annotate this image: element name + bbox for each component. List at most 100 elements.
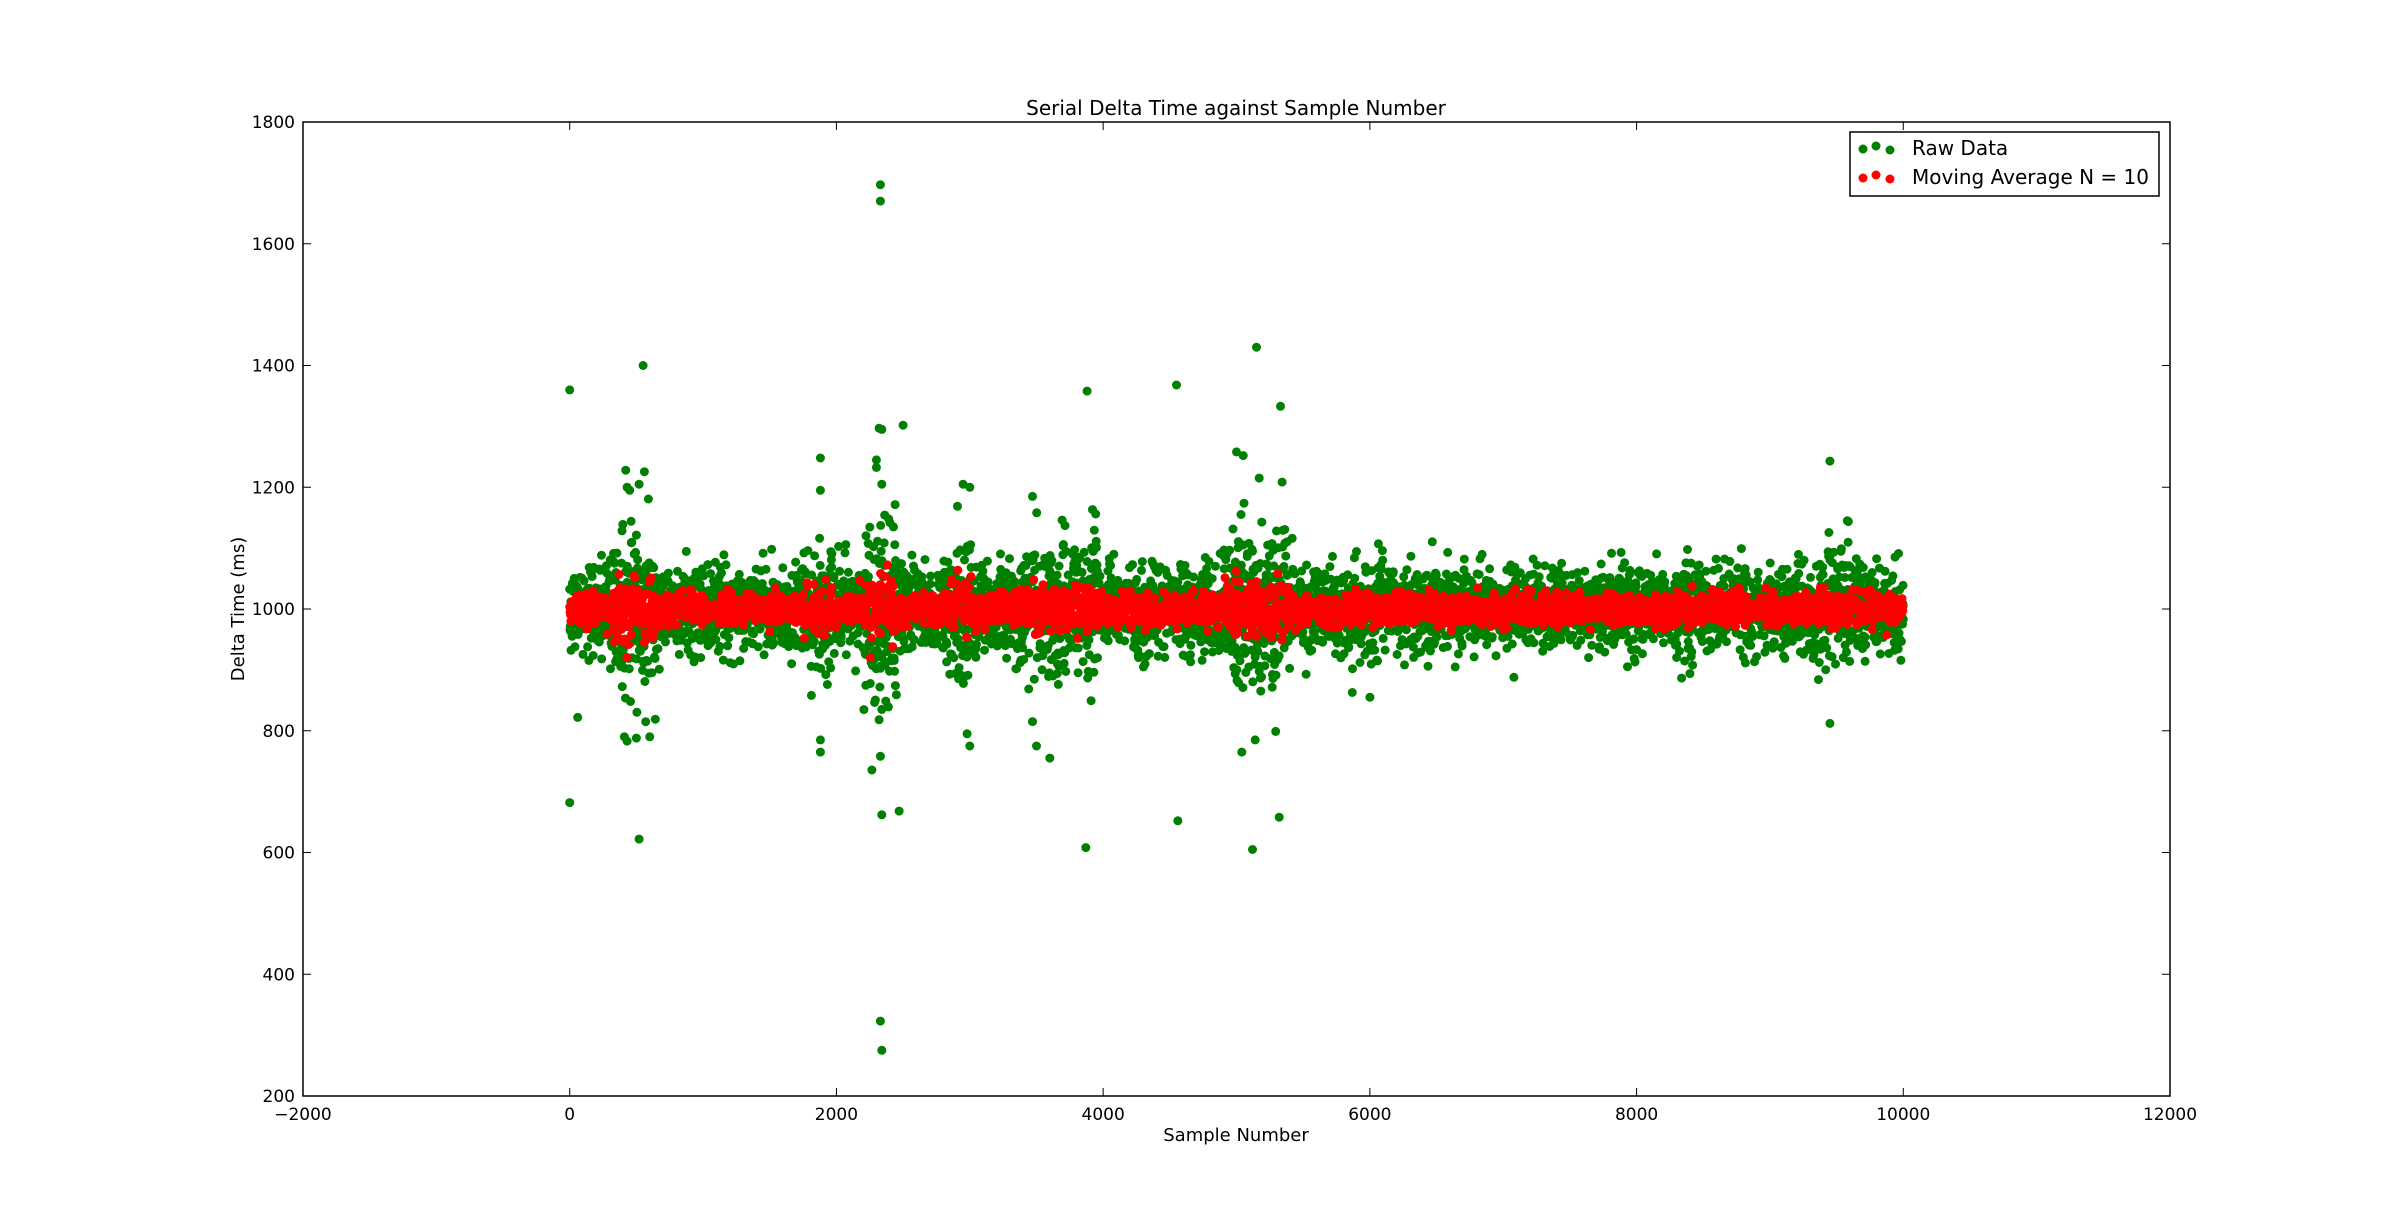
raw-data-point bbox=[1024, 684, 1034, 694]
raw-data-point bbox=[624, 664, 634, 674]
raw-data-point bbox=[961, 645, 971, 655]
raw-data-point bbox=[983, 577, 993, 587]
raw-data-point bbox=[1556, 635, 1566, 645]
raw-data-point bbox=[1032, 508, 1042, 518]
raw-data-point bbox=[1845, 656, 1855, 666]
raw-data-point bbox=[1350, 573, 1360, 583]
raw-data-point bbox=[663, 568, 673, 578]
raw-data-point bbox=[1144, 649, 1154, 659]
raw-data-point bbox=[778, 563, 788, 573]
raw-data-point bbox=[1843, 537, 1853, 547]
raw-data-point bbox=[1355, 658, 1365, 667]
raw-data-point bbox=[699, 571, 709, 581]
raw-data-point bbox=[1860, 656, 1870, 666]
raw-data-point bbox=[1538, 646, 1548, 656]
raw-data-point bbox=[943, 557, 953, 567]
raw-data-point bbox=[1736, 544, 1746, 554]
raw-data-point bbox=[578, 649, 588, 659]
raw-data-point bbox=[1253, 646, 1263, 656]
raw-data-point bbox=[627, 537, 637, 547]
raw-data-point bbox=[735, 656, 745, 666]
raw-data-point bbox=[841, 540, 851, 550]
raw-data-point bbox=[841, 650, 851, 660]
raw-data-point bbox=[1236, 510, 1246, 519]
raw-data-point bbox=[759, 650, 769, 660]
raw-data-point bbox=[1005, 554, 1014, 564]
raw-data-point bbox=[1257, 672, 1267, 682]
raw-data-point bbox=[1675, 646, 1684, 656]
raw-data-point bbox=[1002, 653, 1012, 663]
raw-data-point bbox=[1824, 528, 1834, 537]
raw-data-point bbox=[1629, 634, 1639, 644]
raw-data-point bbox=[1368, 638, 1378, 648]
raw-data-point bbox=[1532, 560, 1542, 570]
raw-data-point bbox=[1269, 561, 1279, 571]
raw-data-point bbox=[815, 560, 825, 570]
raw-data-point bbox=[1095, 571, 1105, 581]
raw-data-point bbox=[769, 638, 779, 648]
raw-data-point bbox=[640, 677, 650, 686]
raw-data-point bbox=[1457, 641, 1467, 651]
raw-data-point bbox=[1052, 669, 1062, 678]
raw-data-point bbox=[610, 558, 619, 568]
raw-data-point bbox=[1485, 564, 1495, 574]
raw-data-point bbox=[1687, 647, 1697, 657]
raw-data-point bbox=[1302, 560, 1312, 570]
raw-data-point bbox=[654, 664, 664, 674]
raw-data-point bbox=[1058, 540, 1068, 549]
raw-data-point bbox=[840, 548, 850, 558]
raw-data-point bbox=[1260, 661, 1270, 671]
raw-data-point bbox=[1896, 636, 1906, 646]
raw-data-point bbox=[1186, 657, 1196, 667]
raw-data-point bbox=[963, 670, 973, 680]
raw-data-point bbox=[871, 462, 881, 472]
raw-data-point bbox=[1307, 645, 1317, 655]
raw-data-point bbox=[1688, 660, 1698, 670]
raw-data-point bbox=[579, 576, 589, 586]
raw-data-point bbox=[718, 655, 728, 665]
raw-data-point bbox=[1073, 668, 1083, 678]
raw-data-point bbox=[1018, 643, 1028, 653]
raw-data-point bbox=[972, 639, 981, 649]
raw-data-point bbox=[1477, 549, 1487, 559]
raw-data-point bbox=[996, 549, 1005, 559]
raw-data-point bbox=[1064, 643, 1074, 653]
raw-data-point bbox=[1137, 557, 1147, 567]
raw-data-point bbox=[829, 648, 839, 658]
raw-data-point bbox=[876, 546, 886, 556]
raw-data-point bbox=[958, 678, 968, 688]
raw-data-point bbox=[827, 562, 837, 572]
raw-data-point bbox=[1782, 564, 1792, 574]
raw-data-point bbox=[758, 548, 768, 558]
raw-data-point bbox=[1200, 647, 1209, 657]
chart-title: Serial Delta Time against Sample Number bbox=[1026, 96, 1446, 120]
raw-data-point bbox=[1070, 545, 1080, 555]
raw-data-point bbox=[1214, 646, 1224, 655]
raw-data-point bbox=[1401, 625, 1411, 635]
raw-data-point bbox=[643, 656, 653, 666]
raw-data-point bbox=[1896, 655, 1906, 665]
raw-data-point bbox=[1794, 569, 1804, 578]
raw-data-point bbox=[1086, 696, 1096, 706]
raw-data-point bbox=[1137, 565, 1146, 575]
raw-data-point bbox=[1894, 549, 1903, 558]
raw-data-point bbox=[721, 560, 731, 570]
raw-data-point bbox=[879, 538, 889, 548]
raw-data-point bbox=[1746, 640, 1756, 650]
raw-data-point bbox=[717, 568, 726, 578]
raw-data-point bbox=[863, 572, 873, 582]
raw-data-point bbox=[1822, 643, 1832, 653]
raw-data-point bbox=[1029, 674, 1039, 684]
raw-data-point bbox=[1842, 647, 1851, 657]
raw-data-point bbox=[1089, 525, 1099, 535]
raw-data-point bbox=[870, 695, 880, 705]
raw-data-point bbox=[641, 717, 651, 727]
raw-data-point bbox=[1054, 561, 1064, 571]
raw-data-point bbox=[1132, 574, 1142, 584]
raw-data-point bbox=[1631, 582, 1641, 591]
raw-data-point bbox=[643, 494, 653, 504]
raw-data-point bbox=[1752, 652, 1762, 662]
raw-data-point bbox=[1106, 560, 1116, 570]
raw-data-point bbox=[1299, 634, 1309, 644]
raw-data-point bbox=[1872, 554, 1882, 564]
